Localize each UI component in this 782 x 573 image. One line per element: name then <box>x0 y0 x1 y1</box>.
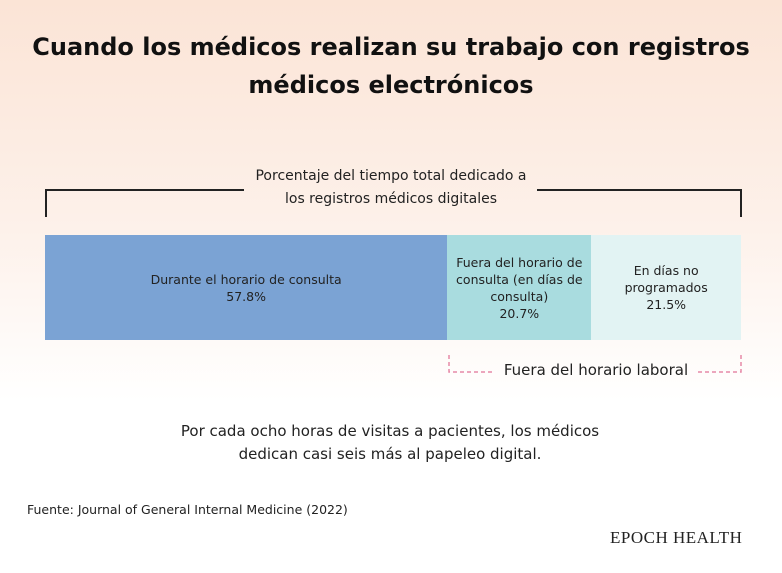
brand: EPOCH HEALTH <box>610 528 743 547</box>
bar-segment: Durante el horario de consulta 57.8% <box>45 235 448 340</box>
value-label: 20.7% <box>499 305 540 321</box>
value-label: 21.5% <box>646 297 687 312</box>
source: Fuente: Journal of General Internal Medi… <box>27 502 348 517</box>
top-bracket <box>45 189 742 217</box>
segment-label: Fuera del horario de consulta (en días d… <box>456 254 583 304</box>
segment-label: En días no programados <box>624 263 708 295</box>
bottom-bracket <box>448 355 742 373</box>
note: Por cada ocho horas de visitas a pacient… <box>180 422 600 463</box>
bar-segment: Fuera del horario de consulta (en días d… <box>447 235 592 340</box>
value-label: 57.8% <box>226 288 266 304</box>
bar-segment: En días no programados 21.5% <box>591 235 741 340</box>
segment-label: Durante el horario de consulta <box>150 271 342 287</box>
chart-subtitle: Porcentaje del tiempo total dedicado a l… <box>255 168 527 207</box>
annotation: Fuera del horario laboral <box>503 361 689 379</box>
chart-title: Cuando los médicos realizan su trabajo c… <box>32 33 750 99</box>
stacked-bar: Durante el horario de consulta 57.8% Fuera… <box>45 235 741 340</box>
